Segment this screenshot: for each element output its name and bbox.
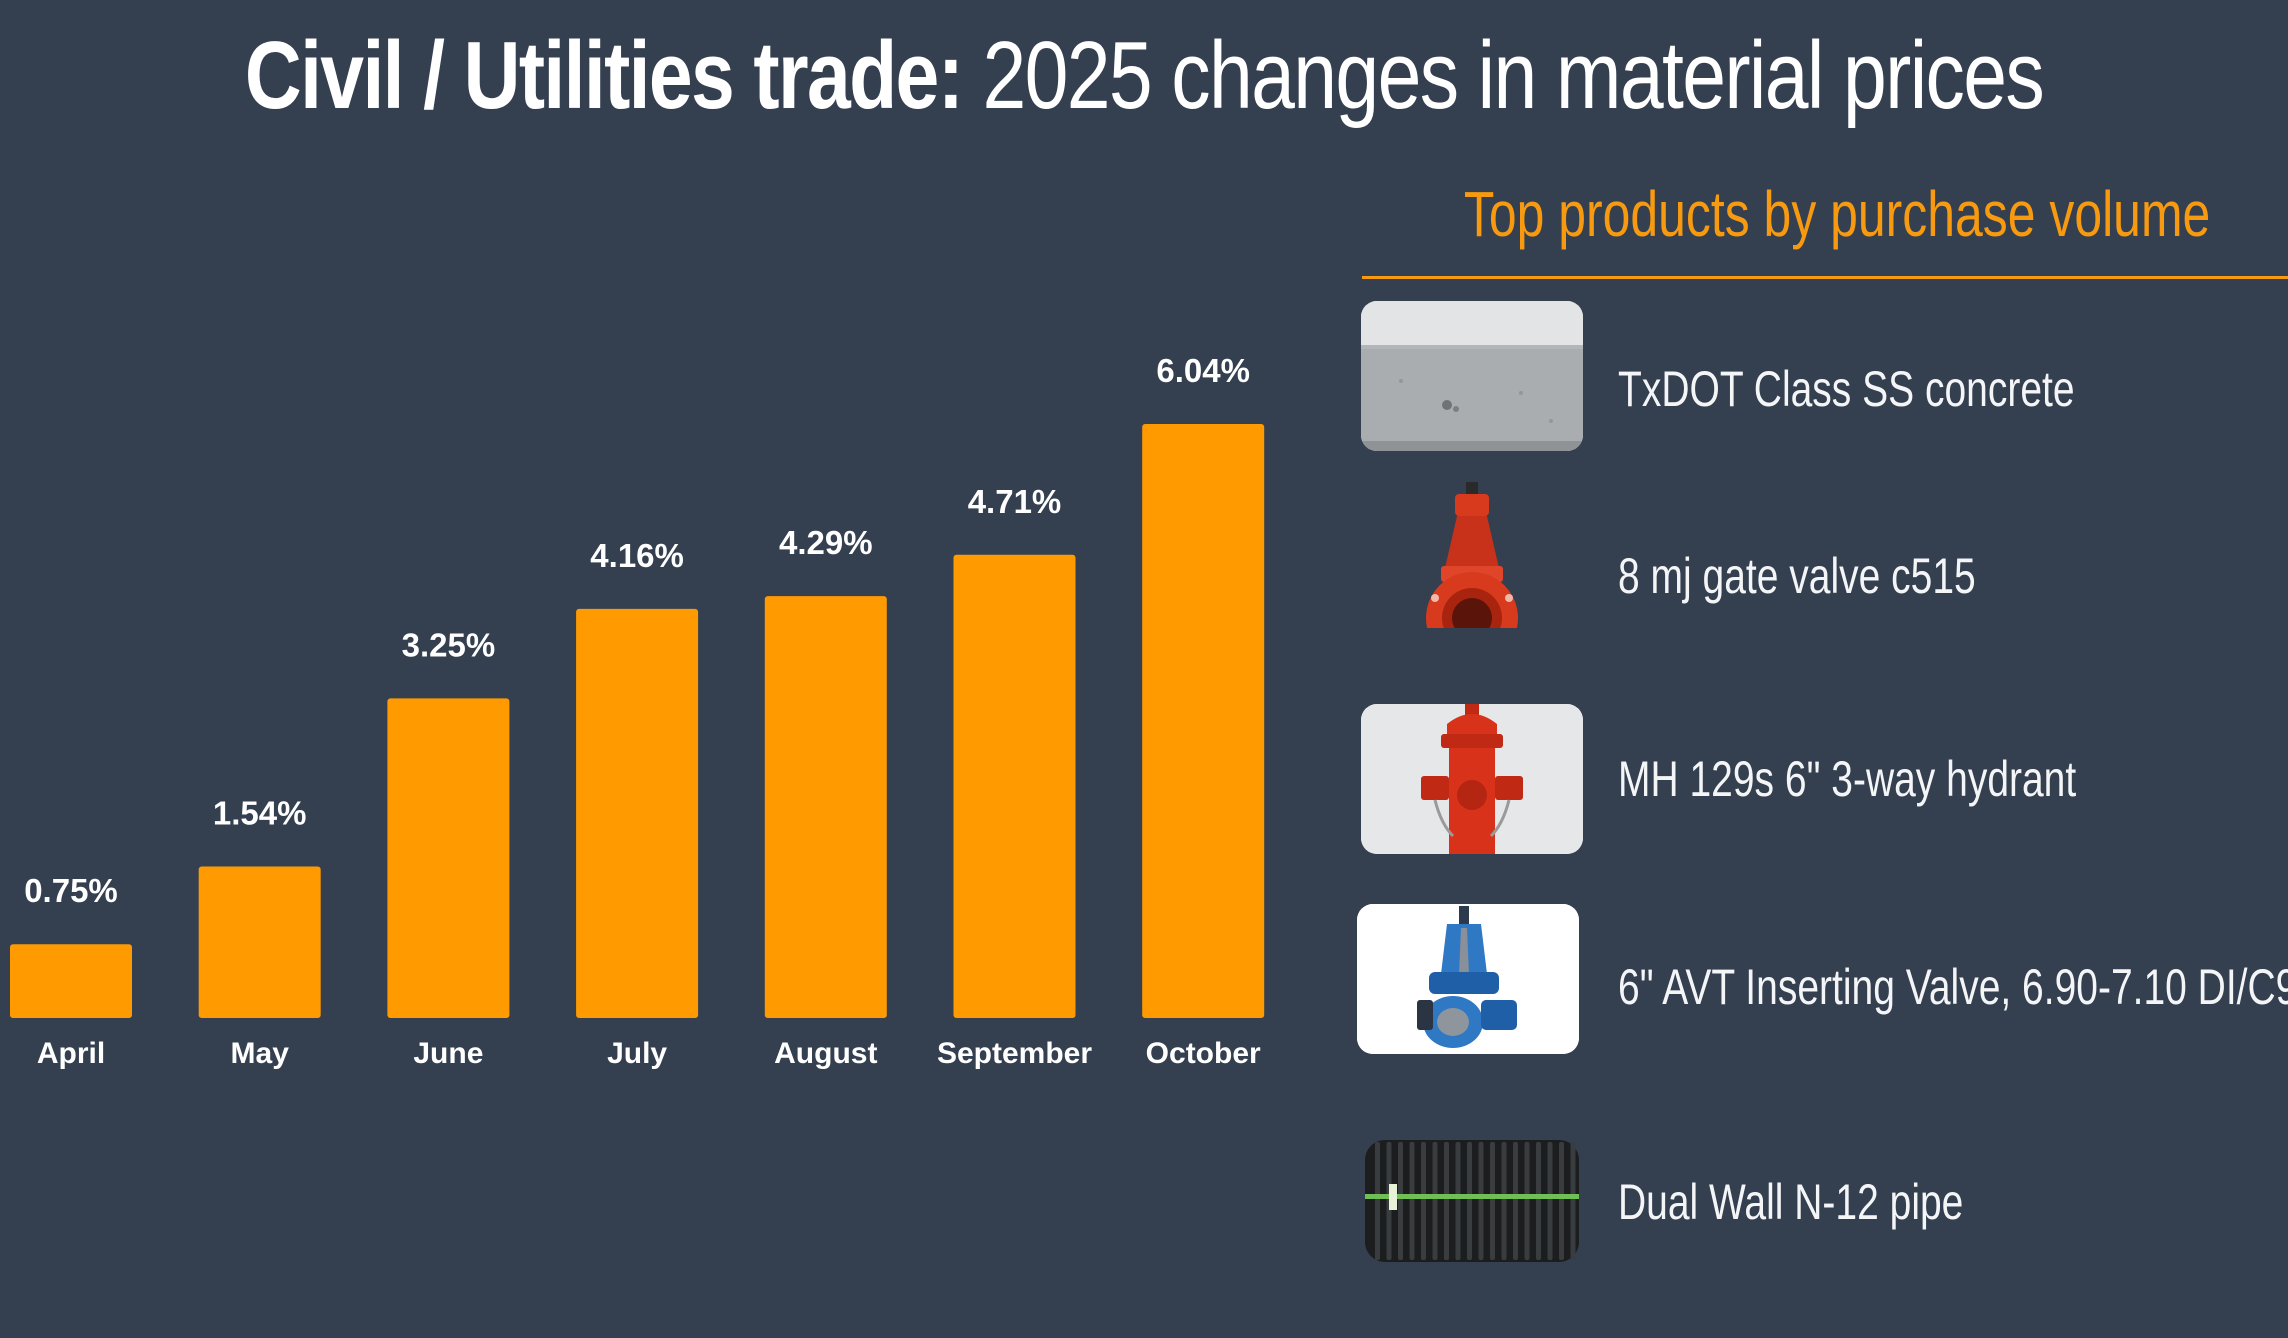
bar-april xyxy=(10,944,132,1018)
pipe-rib xyxy=(1409,1142,1415,1260)
pipe-rib xyxy=(1536,1142,1541,1260)
concrete-slab-icon xyxy=(1361,301,1583,451)
category-label-october: October xyxy=(1146,1037,1261,1070)
pipe-rib xyxy=(1398,1142,1403,1260)
bar-july xyxy=(576,608,699,1018)
fire-hydrant-icon xyxy=(1361,704,1583,854)
page-title-subject: 2025 changes in material prices xyxy=(982,22,2044,129)
category-label-september: September xyxy=(937,1037,1092,1070)
pipe-ribs xyxy=(1375,1142,1576,1260)
pipe-rib xyxy=(1547,1142,1553,1260)
value-label-july: 4.16% xyxy=(590,537,684,574)
products-heading: Top products by purchase volume xyxy=(1463,178,2211,250)
pipe-rib xyxy=(1455,1142,1461,1260)
category-label-august: August xyxy=(774,1037,877,1070)
bar-august xyxy=(764,596,887,1018)
bar-may xyxy=(198,866,321,1018)
gate-valve-icon xyxy=(1361,478,1583,628)
value-label-may: 1.54% xyxy=(213,795,307,832)
products-divider xyxy=(1362,276,2288,279)
category-label-june: June xyxy=(413,1037,483,1070)
bar-september xyxy=(953,554,1076,1018)
pipe-rib xyxy=(1570,1142,1576,1260)
corrugated-pipe-icon xyxy=(1361,1126,1583,1276)
product-label-hydrant: MH 129s 6" 3-way hydrant xyxy=(1618,751,2077,807)
pipe-rib xyxy=(1375,1142,1380,1260)
category-label-group: April May June July August September October xyxy=(37,1037,1261,1070)
pipe-rib xyxy=(1513,1142,1518,1260)
bar-october xyxy=(1142,424,1265,1018)
pipe-rib xyxy=(1490,1142,1495,1260)
product-label-inserting-valve: 6" AVT Inserting Valve, 6.90-7.10 DI/C90… xyxy=(1618,959,2288,1015)
pipe-rib xyxy=(1444,1142,1449,1260)
category-label-july: July xyxy=(607,1037,667,1070)
bar-series xyxy=(10,424,1265,1018)
product-label-gate-valve: 8 mj gate valve c515 xyxy=(1618,548,1976,604)
pipe-rib xyxy=(1467,1142,1472,1260)
inserting-valve-icon xyxy=(1357,904,1579,1054)
value-label-october: 6.04% xyxy=(1156,352,1250,389)
value-label-group: 0.75% 1.54% 3.25% 4.16% 4.29% 4.71% 6.04% xyxy=(24,352,1250,909)
category-label-may: May xyxy=(231,1037,290,1070)
value-label-august: 4.29% xyxy=(779,524,873,561)
value-label-june: 3.25% xyxy=(402,626,496,663)
page-title-trade: Civil / Utilities trade: xyxy=(244,22,964,129)
pipe-rib xyxy=(1478,1142,1484,1260)
pipe-rib xyxy=(1501,1142,1507,1260)
category-label-april: April xyxy=(37,1037,105,1070)
pipe-rib xyxy=(1559,1142,1564,1260)
pipe-rib xyxy=(1524,1142,1530,1260)
page-title: Civil / Utilities trade: 2025 changes in… xyxy=(206,16,2082,136)
pipe-rib xyxy=(1432,1142,1438,1260)
pipe-rib xyxy=(1421,1142,1426,1260)
product-label-n12-pipe: Dual Wall N-12 pipe xyxy=(1618,1174,1964,1230)
bar-june xyxy=(387,698,510,1018)
value-label-april: 0.75% xyxy=(24,872,118,909)
value-label-september: 4.71% xyxy=(968,483,1062,520)
product-label-concrete: TxDOT Class SS concrete xyxy=(1618,361,2075,417)
price-change-bar-chart: 0.75% 1.54% 3.25% 4.16% 4.29% 4.71% 6.04% Apri… xyxy=(10,352,1265,1070)
